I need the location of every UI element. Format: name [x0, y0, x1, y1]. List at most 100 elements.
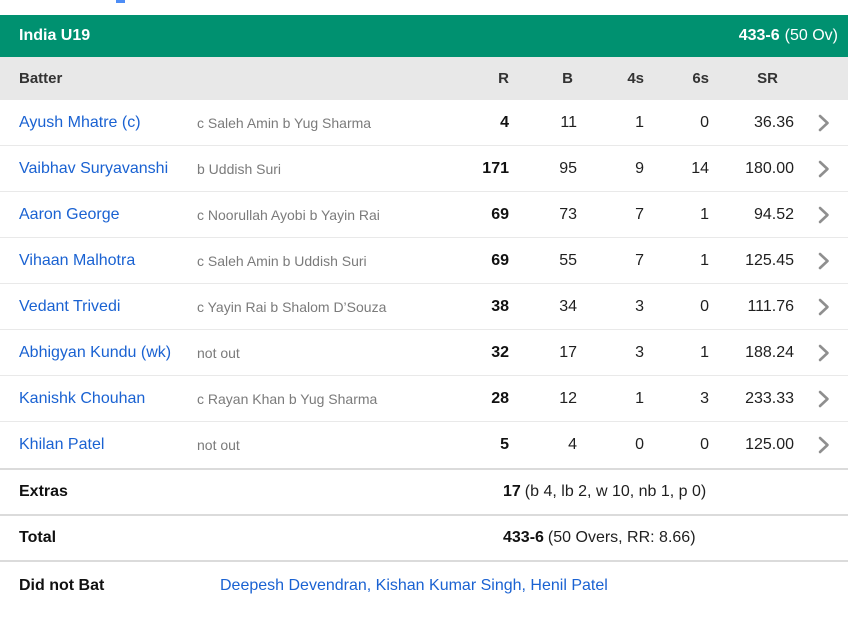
batter-row[interactable]: Abhigyan Kundu (wk) not out 32 17 3 1 18…	[0, 330, 848, 376]
expand-row-button[interactable]	[794, 343, 830, 363]
strike-rate-value: 111.76	[747, 297, 794, 315]
total-label: Total	[19, 529, 57, 546]
runs-value: 69	[491, 205, 509, 223]
balls-value: 12	[559, 389, 577, 407]
chevron-right-icon	[818, 160, 829, 177]
sixes-value: 1	[700, 205, 709, 223]
batter-name-link[interactable]: Khilan Patel	[19, 436, 105, 453]
innings-overs: (50 Ov)	[784, 27, 838, 44]
balls-value: 17	[559, 343, 577, 361]
balls-value: 4	[568, 436, 577, 453]
strike-rate-value: 180.00	[745, 159, 794, 177]
batter-name-link[interactable]: Abhigyan Kundu (wk)	[19, 343, 172, 361]
batter-row[interactable]: Vihaan Malhotra c Saleh Amin b Uddish Su…	[0, 238, 848, 284]
sixes-value: 1	[700, 343, 709, 361]
fours-value: 3	[635, 343, 644, 361]
dismissal-text: c Noorullah Ayobi b Yayin Rai	[197, 206, 380, 223]
chevron-right-icon	[818, 114, 829, 131]
did-not-bat-label: Did not Bat	[19, 576, 105, 594]
expand-row-button[interactable]	[794, 251, 830, 271]
sixes-value: 0	[700, 297, 709, 315]
expand-row-button[interactable]	[794, 159, 830, 179]
fours-value: 1	[635, 113, 644, 131]
strike-rate-value: 36.36	[753, 113, 794, 131]
extras-total: 17	[503, 483, 521, 500]
runs-value: 38	[491, 297, 509, 315]
batter-name-link[interactable]: Vihaan Malhotra	[19, 251, 136, 269]
dismissal-text: not out	[197, 437, 240, 453]
batter-name-link[interactable]: Ayush Mhatre (c)	[19, 113, 141, 131]
balls-value: 95	[559, 159, 577, 177]
sixes-value: 1	[700, 251, 709, 269]
runs-value: 171	[482, 159, 509, 177]
batter-row[interactable]: Kanishk Chouhan c Rayan Khan b Yug Sharm…	[0, 376, 848, 422]
total-row: Total 433-6 (50 Overs, RR: 8.66)	[0, 514, 848, 560]
batter-row[interactable]: Aaron George c Noorullah Ayobi b Yayin R…	[0, 192, 848, 238]
strike-rate-value: 188.24	[745, 343, 794, 361]
strike-rate-value: 125.45	[745, 251, 794, 269]
fours-value: 7	[635, 251, 644, 269]
team-name: India U19	[19, 27, 91, 44]
expand-row-button[interactable]	[794, 435, 830, 455]
expand-row-button[interactable]	[794, 205, 830, 225]
sixes-value: 0	[700, 436, 709, 453]
chevron-right-icon	[818, 206, 829, 223]
sixes-value: 14	[691, 159, 709, 177]
batter-row[interactable]: Khilan Patel not out 5 4 0 0 125.00	[0, 422, 848, 468]
extras-row: Extras 17 (b 4, lb 2, w 10, nb 1, p 0)	[0, 468, 848, 514]
strike-rate-value: 233.33	[745, 389, 794, 407]
batter-name-link[interactable]: Kanishk Chouhan	[19, 389, 146, 407]
chevron-right-icon	[818, 298, 829, 315]
fours-value: 9	[635, 159, 644, 177]
batting-scorecard: India U19 433-6 (50 Ov) Batter R B 4s 6s…	[0, 15, 848, 609]
extras-label: Extras	[19, 483, 68, 500]
batter-row[interactable]: Vaibhav Suryavanshi b Uddish Suri 171 95…	[0, 146, 848, 192]
total-detail: (50 Overs, RR: 8.66)	[547, 529, 696, 546]
balls-value: 73	[559, 205, 577, 223]
strike-rate-value: 125.00	[745, 436, 794, 453]
innings-score-value: 433-6	[738, 27, 780, 44]
column-runs: R	[498, 70, 509, 87]
runs-value: 28	[491, 389, 509, 407]
expand-row-button[interactable]	[794, 389, 830, 409]
balls-value: 11	[560, 113, 577, 131]
batter-row[interactable]: Vedant Trivedi c Yayin Rai b Shalom D’So…	[0, 284, 848, 330]
column-fours: 4s	[627, 70, 644, 87]
balls-value: 55	[559, 251, 577, 269]
dismissal-text: not out	[197, 344, 240, 361]
column-strike-rate: SR	[757, 70, 778, 87]
fours-value: 7	[635, 205, 644, 223]
column-balls: B	[562, 70, 573, 87]
chevron-right-icon	[818, 436, 829, 454]
sixes-value: 3	[700, 389, 709, 407]
did-not-bat-players[interactable]: Deepesh Devendran, Kishan Kumar Singh, H…	[220, 576, 608, 594]
chevron-right-icon	[818, 252, 829, 269]
dismissal-text: c Rayan Khan b Yug Sharma	[197, 390, 378, 407]
dismissal-text: c Saleh Amin b Uddish Suri	[197, 252, 367, 269]
batting-rows: Ayush Mhatre (c) c Saleh Amin b Yug Shar…	[0, 100, 848, 468]
active-tab-indicator	[116, 0, 125, 3]
runs-value: 32	[491, 343, 509, 361]
batter-name-link[interactable]: Aaron George	[19, 205, 120, 223]
strike-rate-value: 94.52	[753, 205, 794, 223]
total-score: 433-6	[503, 529, 544, 546]
runs-value: 4	[500, 113, 509, 131]
column-batter: Batter	[19, 70, 63, 87]
dismissal-text: c Saleh Amin b Yug Sharma	[197, 114, 372, 131]
batter-name-link[interactable]: Vaibhav Suryavanshi	[19, 159, 169, 177]
expand-row-button[interactable]	[794, 113, 830, 133]
sixes-value: 0	[700, 113, 709, 131]
batter-row[interactable]: Ayush Mhatre (c) c Saleh Amin b Yug Shar…	[0, 100, 848, 146]
innings-header[interactable]: India U19 433-6 (50 Ov)	[0, 15, 848, 57]
chevron-right-icon	[818, 344, 829, 361]
runs-value: 69	[491, 251, 509, 269]
chevron-right-icon	[818, 390, 829, 407]
column-sixes: 6s	[692, 70, 709, 87]
fours-value: 3	[635, 297, 644, 315]
fours-value: 1	[635, 389, 644, 407]
column-header-row: Batter R B 4s 6s SR	[0, 57, 848, 100]
batter-name-link[interactable]: Vedant Trivedi	[19, 297, 121, 315]
dismissal-text: c Yayin Rai b Shalom D’Souza	[197, 298, 387, 315]
expand-row-button[interactable]	[794, 297, 830, 317]
